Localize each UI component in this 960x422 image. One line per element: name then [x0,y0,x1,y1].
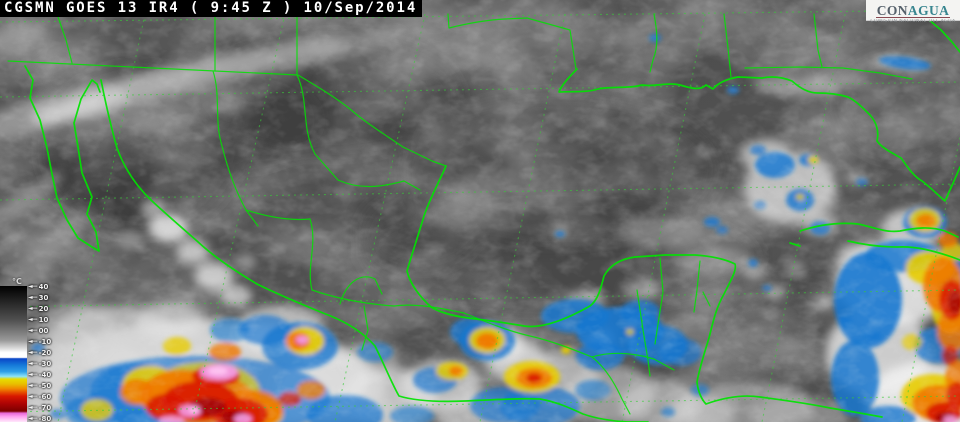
logo-text: CONAGUA [875,3,951,18]
scale-gradient-bar [0,286,27,422]
logo-text-con: CON [876,3,908,18]
scale-label-value: -30 [38,360,52,368]
left-arrow-icon: ◄— [28,393,38,400]
logo-subtitle: COMISIÓN NACIONAL DEL AGUA [870,19,956,24]
scale-label: ◄— -80 [28,415,51,422]
grid-layer [0,9,960,422]
scale-label: ◄— -40 [28,371,51,379]
scale-label-value: 30 [38,294,49,302]
scale-label: ◄— -50 [28,382,51,390]
left-arrow-icon: ◄— [28,404,38,411]
scale-label: ◄— -20 [28,349,51,357]
left-arrow-icon: ◄— [28,360,38,367]
scale-label-value: -60 [38,393,52,401]
scale-label-value: -50 [38,382,52,390]
scale-label: ◄— 40 [28,283,48,291]
scale-label: ◄— 00 [28,327,48,335]
scale-label-value: 00 [38,327,49,335]
left-arrow-icon: ◄— [28,349,38,356]
left-arrow-icon: ◄— [28,316,38,323]
left-arrow-icon: ◄— [28,415,38,422]
scale-label-value: -80 [38,415,52,422]
scale-label-value: -10 [38,338,52,346]
scale-label-value: -20 [38,349,52,357]
scale-label: ◄— -70 [28,404,51,412]
left-arrow-icon: ◄— [28,327,38,334]
border-layer [7,13,913,415]
left-arrow-icon: ◄— [28,382,38,389]
scale-label-value: 40 [38,283,49,291]
scale-label: ◄— 30 [28,294,48,302]
logo-text-agua: AGUA [907,3,950,18]
left-arrow-icon: ◄— [28,283,38,290]
scale-unit-label: °C [12,277,22,286]
scale-label: ◄— -10 [28,338,51,346]
image-title: CGSMN GOES 13 IR4 ( 9:45 Z ) 10/Sep/2014 [4,0,418,16]
scale-label-value: 20 [38,305,49,313]
scale-label: ◄— -30 [28,360,51,368]
left-arrow-icon: ◄— [28,371,38,378]
left-arrow-icon: ◄— [28,338,38,345]
scale-label-value: -70 [38,404,52,412]
conagua-logo: CONAGUA COMISIÓN NACIONAL DEL AGUA [866,0,960,24]
left-arrow-icon: ◄— [28,305,38,312]
scale-label: ◄— 20 [28,305,48,313]
temperature-scale: °C ◄— 40 ◄— 30 ◄— 20 ◄— 10 ◄— 00 ◄— -10 … [0,276,62,422]
scale-label-value: 10 [38,316,49,324]
left-arrow-icon: ◄— [28,294,38,301]
scale-label: ◄— 10 [28,316,48,324]
scale-label: ◄— -60 [28,393,51,401]
scale-label-value: -40 [38,371,52,379]
title-bar: CGSMN GOES 13 IR4 ( 9:45 Z ) 10/Sep/2014 [0,0,423,17]
coastline-layer [24,18,960,422]
